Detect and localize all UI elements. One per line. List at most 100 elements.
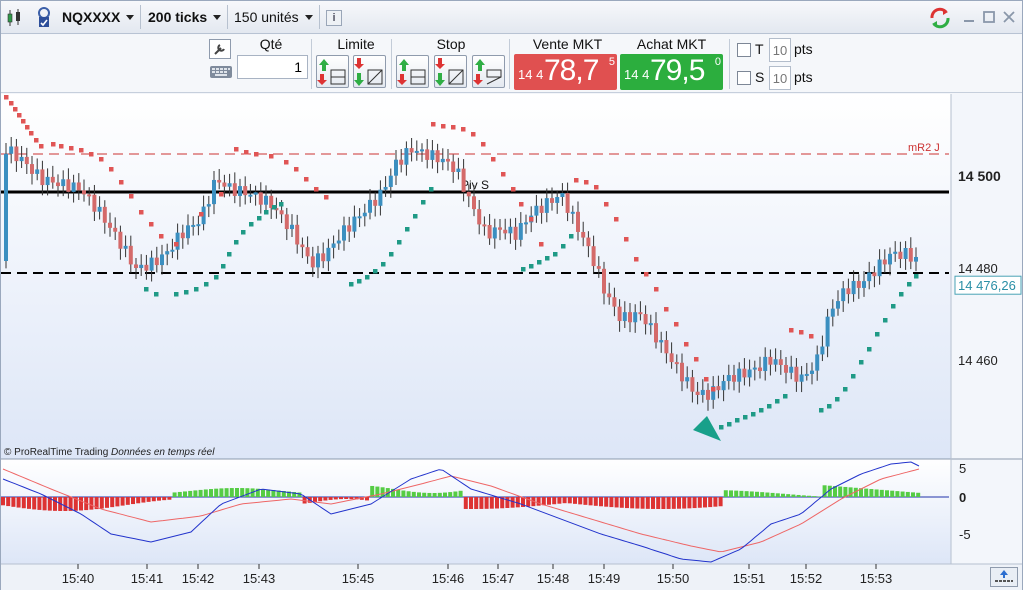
histogram-bar [6,497,11,507]
bracket-order-button[interactable] [472,55,505,88]
sar-dot-up [241,230,246,235]
maximize-icon[interactable] [982,10,996,24]
sar-dot-up [719,425,724,430]
sar-dot-down [471,132,476,137]
candle-body [243,186,248,196]
candle-body [706,389,710,400]
candle-body [264,195,268,205]
candle-body [648,323,653,326]
histogram-bar [141,497,146,503]
candle-body [903,248,908,259]
histogram-bar [786,494,791,497]
sar-dot-down [234,147,239,152]
candle-body [451,161,456,173]
symbol-selector[interactable]: NQXXXX [56,5,142,29]
sar-dot-down [799,330,804,335]
take-profit-points-input[interactable] [769,38,791,62]
buy-limit-button[interactable] [316,55,349,88]
stop-loss-points-input[interactable] [769,66,791,90]
sar-dot-down [539,242,544,247]
sell-limit-button[interactable] [353,55,386,88]
histogram-bar [16,497,21,508]
sar-dot-down [69,146,74,151]
histogram-bar [427,492,432,497]
candle-body [700,389,705,395]
histogram-bar [323,497,328,501]
buy-price-main: 79,5 [650,54,705,87]
candle-body [102,206,107,223]
take-profit-checkbox[interactable] [737,43,751,57]
refresh-arrows-icon[interactable] [927,6,953,30]
histogram-bar [869,489,874,497]
histogram-bar [677,497,681,509]
candle-body [732,375,736,382]
histogram-bar [146,497,151,502]
sar-dot-down [511,187,516,192]
sar-dot-up [759,408,764,413]
sell-stop-button[interactable] [434,55,467,88]
candle-body [175,232,180,250]
sar-dot-down [451,125,456,130]
histogram-bar [713,497,718,507]
histogram-bar [500,497,505,509]
stop-loss-checkbox[interactable] [737,71,751,85]
candle-body [404,148,409,165]
sar-dot-down [604,202,609,207]
histogram-bar [791,494,796,497]
sell-price-fraction: 5 [608,56,615,68]
buy-market-button[interactable]: 14 4 79,5 0 [620,54,723,90]
sar-dot-down [34,138,39,143]
histogram-bar [120,497,125,506]
minimize-icon[interactable] [962,10,976,24]
sar-dot-down [119,180,124,185]
histogram-bar [370,485,375,497]
histogram-bar [183,491,187,497]
time-axis-label: 15:50 [657,571,690,586]
price-chart[interactable]: mR2 J Piv S 14 500 14 480 14 460 14 476,26 5 0… [1,94,1022,590]
sell-market-label: Vente MKT [532,36,603,52]
candle-body [898,251,903,259]
candle-body [674,362,679,365]
close-icon[interactable] [1002,10,1016,24]
candle-body [440,158,445,163]
keyboard-icon[interactable] [209,63,233,81]
add-indicator-icon[interactable] [990,567,1018,587]
wrench-icon[interactable] [209,39,231,59]
info-icon[interactable]: i [326,10,342,26]
candle-body [258,192,263,205]
chart-area[interactable]: mR2 J Piv S 14 500 14 480 14 460 14 476,26 5 0… [1,94,1022,590]
sell-market-button[interactable]: 14 4 78,7 5 [514,54,617,90]
histogram-bar [474,497,479,509]
candle-body [690,377,695,392]
histogram-bar [406,491,411,497]
candle-body [373,199,378,206]
quantity-input[interactable] [237,55,308,79]
candle-body [825,316,830,347]
sar-dot-up [214,275,219,280]
timeframe-selector[interactable]: 200 ticks [142,5,229,29]
sar-dot-down [441,124,446,129]
candle-body [685,377,690,382]
candle-body [555,197,560,203]
time-axis-label: 15:49 [588,571,621,586]
sar-dot-down [624,237,629,242]
units-selector[interactable]: 150 unités [228,5,320,29]
time-axis-label: 15:45 [342,571,375,586]
histogram-bar [911,492,915,497]
candle-body [591,246,596,267]
histogram-bar [895,491,900,497]
candle-body [180,232,185,239]
histogram-bar [68,497,73,511]
buy-stop-button[interactable] [396,55,429,88]
candle-body [388,175,393,187]
time-axis-label: 15:40 [62,571,95,586]
candle-body [430,150,435,160]
sar-dot-down [159,234,164,239]
candlestick-chart-icon[interactable] [4,7,26,29]
histogram-bar [515,497,520,508]
histogram-bar [625,497,629,509]
link-lock-icon[interactable] [33,5,55,31]
histogram-bar [661,497,666,509]
divider [391,39,392,89]
histogram-bar [266,489,271,497]
